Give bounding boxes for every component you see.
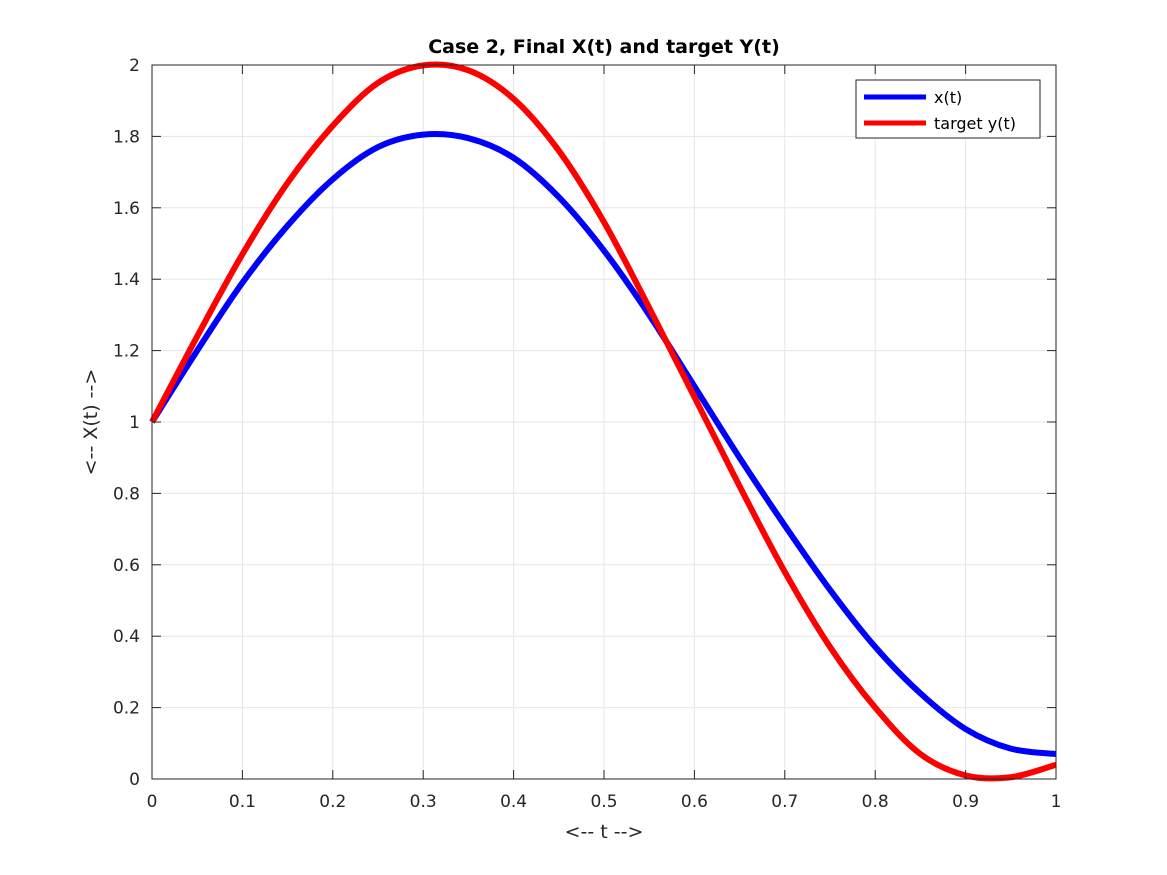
x-tick-label: 0.7	[771, 792, 798, 812]
y-axis-label: <-- X(t) -->	[80, 369, 102, 476]
y-tick-label: 0.2	[113, 699, 140, 719]
x-tick-label: 0	[147, 792, 158, 812]
x-tick-label: 0.9	[952, 792, 979, 812]
legend-label-target-y: target y(t)	[934, 114, 1016, 133]
y-tick-label: 0.6	[113, 556, 140, 576]
legend-box	[855, 79, 1041, 139]
chart-title: Case 2, Final X(t) and target Y(t)	[428, 36, 780, 58]
legend-label-x: x(t)	[934, 88, 962, 107]
series-line-target-y-t	[149, 61, 1057, 782]
y-tick-label: 1.4	[113, 270, 140, 290]
y-tick-label: 0.4	[113, 627, 140, 647]
x-tick-label: 0.5	[590, 792, 617, 812]
y-tick-label: 2	[129, 56, 140, 76]
y-tick-label: 1.6	[113, 199, 140, 219]
y-tick-label: 0.8	[113, 484, 140, 504]
y-tick-label: 1.2	[113, 342, 140, 362]
x-tick-label: 0.3	[410, 792, 437, 812]
series-layer	[149, 61, 1057, 782]
y-tick-label: 0	[129, 770, 140, 790]
y-tick-labels: 0 0.2 0.4 0.6 0.8 1 1.2 1.4 1.6 1.8 2	[113, 56, 140, 790]
y-tick-label: 1.8	[113, 127, 140, 147]
x-tick-label: 0.2	[319, 792, 346, 812]
x-tick-label: 0.1	[229, 792, 256, 812]
x-tick-label: 0.6	[681, 792, 708, 812]
x-tick-label: 0.8	[862, 792, 889, 812]
x-tick-label: 1	[1051, 792, 1062, 812]
y-tick-label: 1	[129, 413, 140, 433]
series-line-x-t	[149, 131, 1057, 757]
x-tick-labels: 0 0.1 0.2 0.3 0.4 0.5 0.6 0.7 0.8 0.9 1	[147, 792, 1062, 812]
x-tick-label: 0.4	[500, 792, 527, 812]
x-axis-label: <-- t -->	[565, 821, 644, 843]
tick-marks	[151, 64, 1057, 780]
legend: x(t) target y(t)	[855, 79, 1041, 139]
